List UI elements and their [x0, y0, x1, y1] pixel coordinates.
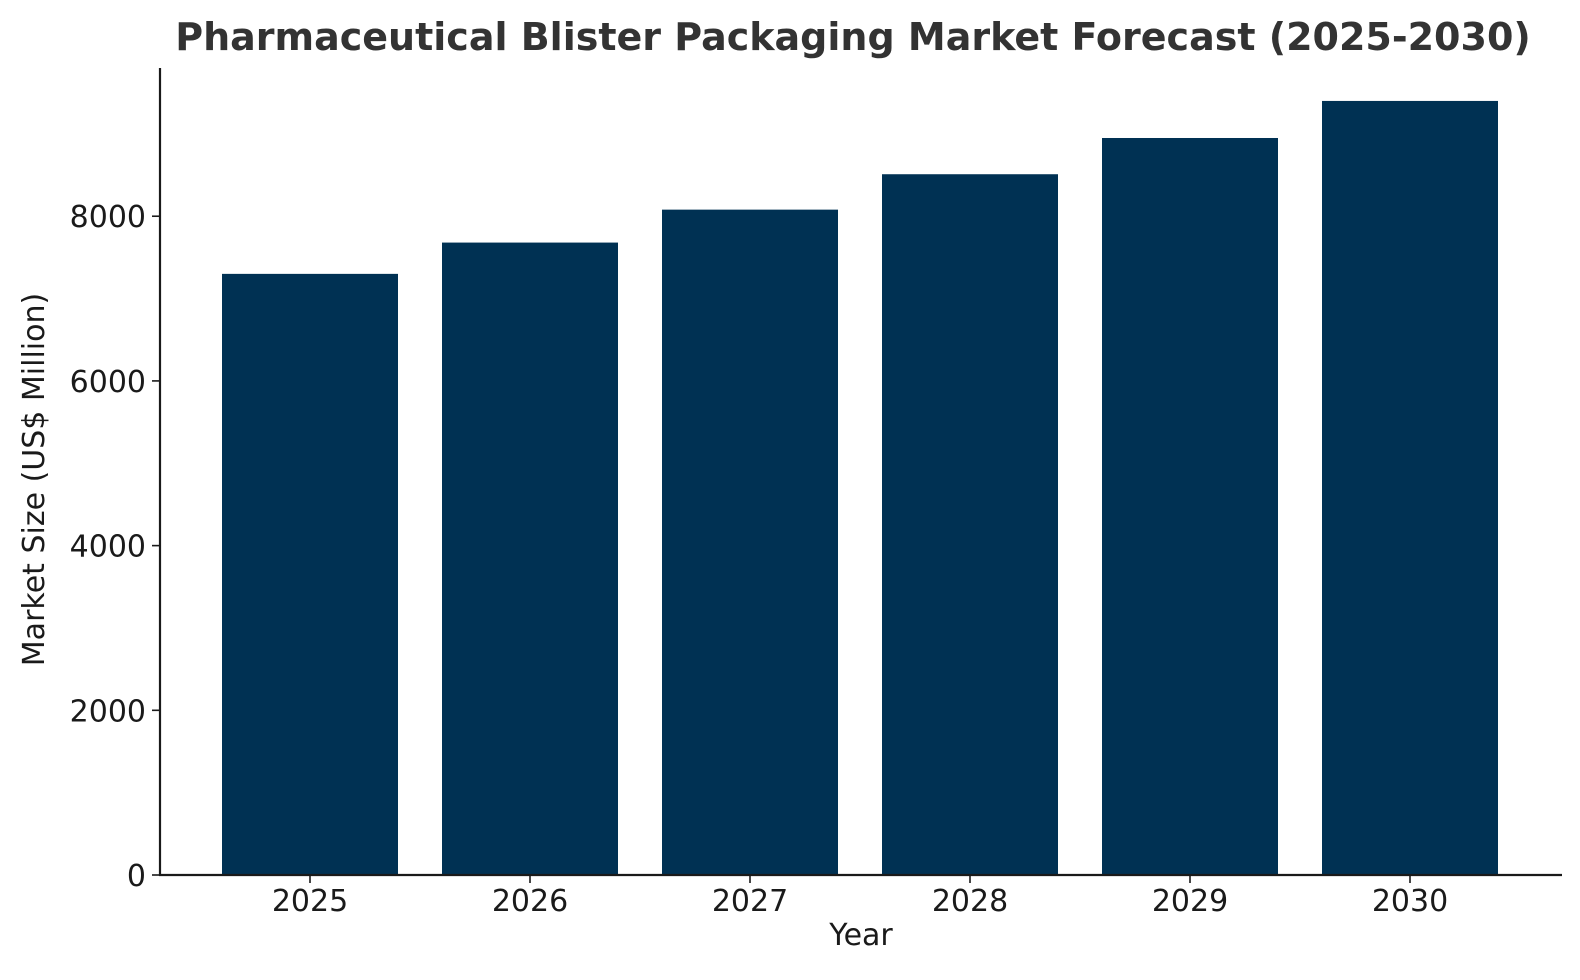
y-tick-label: 4000: [70, 530, 146, 565]
x-axis-label: Year: [828, 918, 893, 953]
bar-2026: [442, 242, 618, 876]
y-tick-label: 8000: [70, 200, 146, 235]
x-tick-label: 2029: [1152, 884, 1228, 919]
y-axis-ticks: 0 2000 4000 6000 8000: [70, 200, 160, 894]
x-axis-ticks: 2025 2026 2027 2028 2029 2030: [272, 875, 1448, 919]
x-tick-label: 2026: [492, 884, 568, 919]
bar-2027: [662, 209, 838, 876]
y-tick-label: 2000: [70, 694, 146, 729]
bar-2025: [222, 273, 398, 876]
bar-2030: [1322, 100, 1498, 875]
bars-layer: [222, 100, 1498, 876]
y-tick-label: 0: [127, 859, 146, 894]
x-tick-label: 2027: [712, 884, 788, 919]
x-tick-label: 2030: [1372, 884, 1448, 919]
chart-title: Pharmaceutical Blister Packaging Market …: [175, 15, 1531, 59]
y-axis-label: Market Size (US$ Million): [17, 293, 52, 666]
bar-2028: [882, 174, 1058, 876]
y-tick-label: 6000: [70, 365, 146, 400]
bar-2029: [1102, 137, 1278, 876]
x-tick-label: 2028: [932, 884, 1008, 919]
x-tick-label: 2025: [272, 884, 348, 919]
